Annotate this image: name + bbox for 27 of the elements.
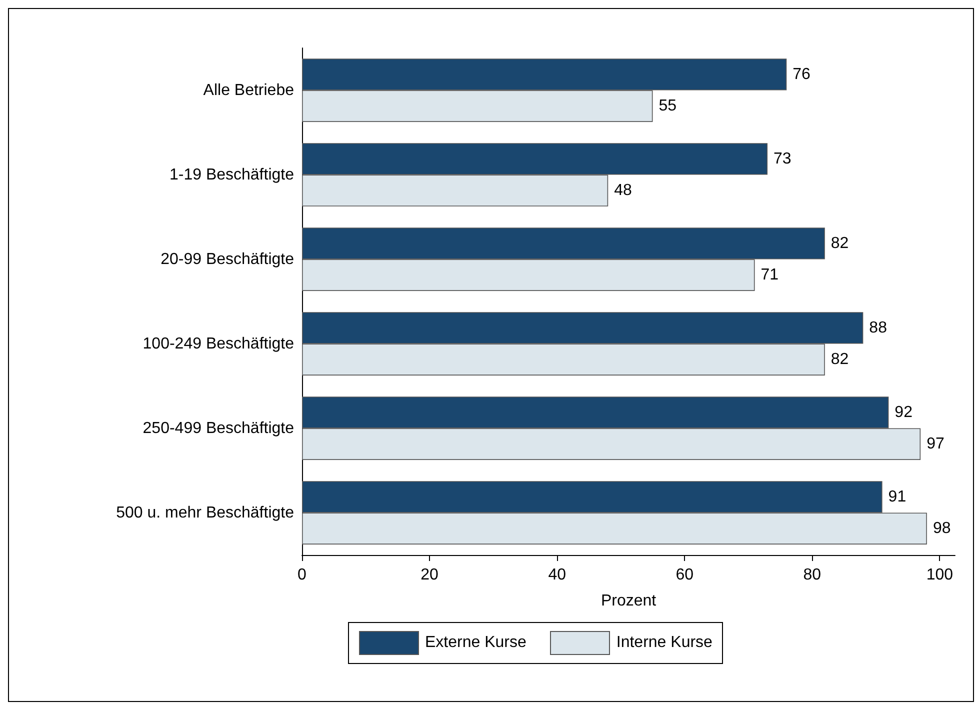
data-label: 76 bbox=[792, 66, 811, 83]
legend-label: Interne Kurse bbox=[616, 634, 712, 652]
y-tick-label: 1-19 Beschäftigte bbox=[169, 166, 294, 184]
x-tick-label: 0 bbox=[298, 566, 307, 584]
data-label: 97 bbox=[926, 436, 944, 453]
y-tick-label: 20-99 Beschäftigte bbox=[160, 250, 294, 268]
x-tick-label: 20 bbox=[420, 566, 439, 584]
data-label: 55 bbox=[658, 98, 677, 115]
y-tick-label: 250-499 Beschäftigte bbox=[142, 420, 294, 437]
x-tick-label: 60 bbox=[676, 566, 694, 584]
y-tick-label: 100-249 Beschäftigte bbox=[142, 335, 294, 352]
data-label: 82 bbox=[830, 351, 849, 368]
data-label: 71 bbox=[760, 266, 779, 284]
x-axis-title: Prozent bbox=[600, 592, 657, 610]
legend-label: Externe Kurse bbox=[425, 634, 526, 652]
data-label: 92 bbox=[894, 404, 913, 421]
y-tick-label: Alle Betriebe bbox=[203, 82, 294, 99]
y-tick-label: 500 u. mehr Beschäftigte bbox=[116, 504, 294, 522]
data-label: 48 bbox=[614, 182, 632, 200]
data-label: 91 bbox=[888, 488, 906, 506]
x-tick-label: 40 bbox=[548, 566, 566, 584]
data-label: 88 bbox=[869, 319, 888, 336]
data-label: 73 bbox=[774, 150, 792, 168]
data-label: 98 bbox=[932, 520, 951, 538]
x-tick-label: 80 bbox=[803, 566, 822, 584]
x-tick-label: 100 bbox=[926, 566, 954, 584]
data-label: 82 bbox=[830, 234, 849, 252]
